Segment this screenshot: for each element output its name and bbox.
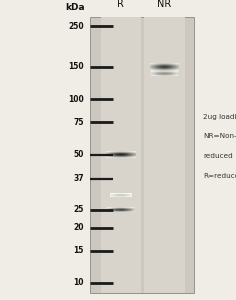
- Text: 100: 100: [68, 95, 84, 104]
- Text: R=reduced: R=reduced: [203, 172, 236, 178]
- Text: 15: 15: [73, 246, 84, 255]
- Text: reduced: reduced: [203, 153, 233, 159]
- Text: 20: 20: [73, 223, 84, 232]
- Text: 37: 37: [73, 174, 84, 183]
- Text: 250: 250: [68, 22, 84, 31]
- Text: NR=Non-: NR=Non-: [203, 134, 236, 140]
- Text: R: R: [117, 0, 124, 9]
- Text: 75: 75: [73, 118, 84, 127]
- Text: 25: 25: [73, 205, 84, 214]
- FancyBboxPatch shape: [101, 16, 141, 292]
- FancyBboxPatch shape: [144, 16, 185, 292]
- FancyBboxPatch shape: [90, 16, 194, 292]
- Text: 2ug loading: 2ug loading: [203, 114, 236, 120]
- Text: kDa: kDa: [65, 3, 85, 12]
- Text: 10: 10: [73, 278, 84, 287]
- Text: 150: 150: [68, 62, 84, 71]
- Text: NR: NR: [157, 0, 172, 9]
- Text: 50: 50: [73, 150, 84, 159]
